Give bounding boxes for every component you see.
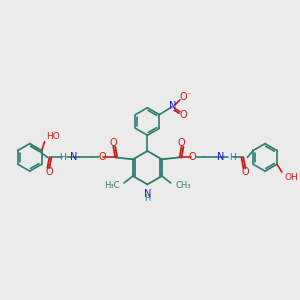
- Text: H: H: [144, 194, 151, 203]
- Text: H: H: [229, 153, 236, 162]
- Text: O: O: [188, 152, 196, 162]
- Text: N: N: [169, 101, 177, 111]
- Text: HO: HO: [46, 132, 60, 141]
- Text: OH: OH: [285, 172, 298, 182]
- Text: O: O: [179, 92, 187, 102]
- Text: O: O: [179, 110, 187, 120]
- Text: O: O: [110, 138, 117, 148]
- Text: O: O: [178, 138, 185, 148]
- Text: N: N: [144, 189, 151, 199]
- Text: CH₃: CH₃: [176, 182, 191, 190]
- Text: N: N: [218, 152, 225, 162]
- Text: O: O: [99, 152, 106, 162]
- Text: H: H: [59, 153, 66, 162]
- Text: N: N: [70, 152, 77, 162]
- Text: O: O: [242, 167, 249, 177]
- Text: O: O: [46, 167, 53, 177]
- Text: H₃C: H₃C: [104, 182, 119, 190]
- Text: ⁻: ⁻: [187, 91, 191, 100]
